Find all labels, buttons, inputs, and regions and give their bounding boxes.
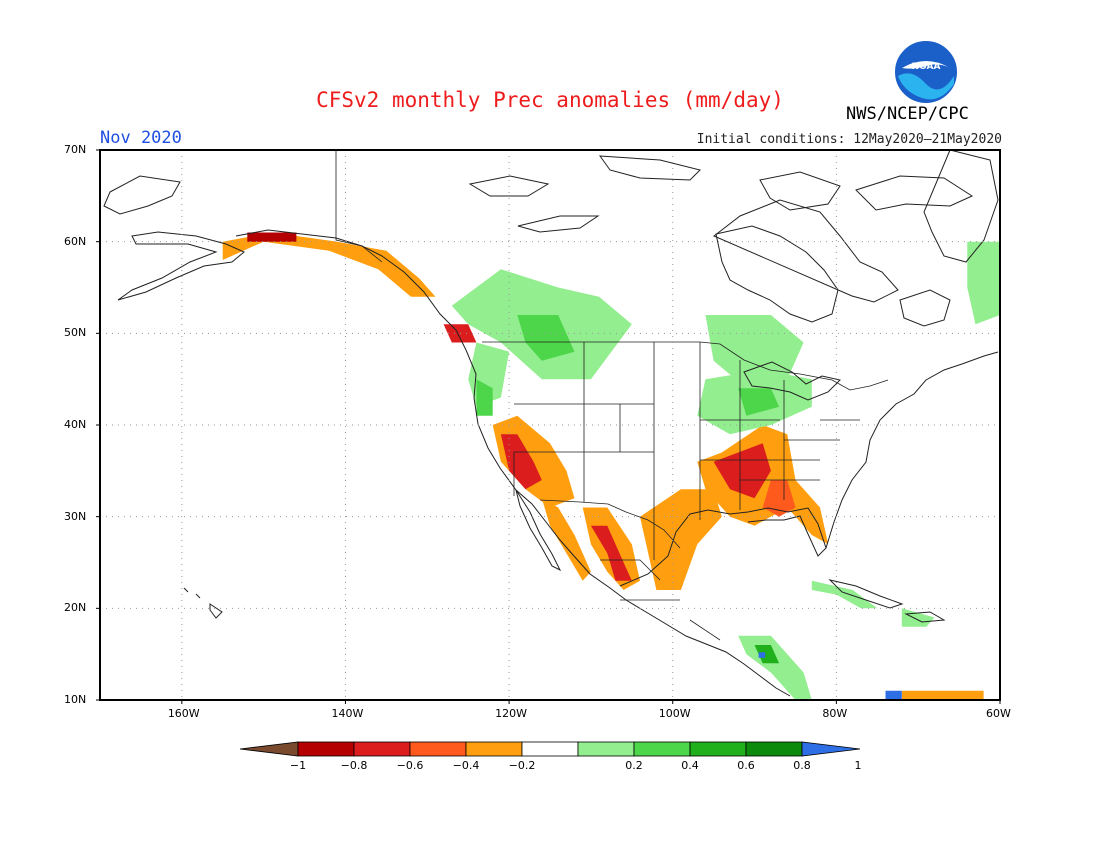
colorbar-segment xyxy=(577,741,635,757)
anomaly-southeast-core xyxy=(762,480,796,517)
alaska-canada-border xyxy=(335,150,383,263)
colorbar-label: −0.4 xyxy=(452,759,480,772)
colorbar-segment xyxy=(633,741,691,757)
lat-label: 10N xyxy=(64,693,87,706)
anomaly-california-core xyxy=(500,434,542,490)
lon-label: 120W xyxy=(495,707,527,720)
atlantic-coast xyxy=(825,351,999,549)
anomaly-canada-wet-core xyxy=(517,315,575,361)
colorbar-label: −0.8 xyxy=(340,759,368,772)
arctic-islands xyxy=(468,155,974,303)
colorbar-segment xyxy=(521,741,579,757)
anomaly-alaska-south-core xyxy=(247,232,297,242)
coastlines xyxy=(103,149,999,697)
anomaly-central-america-blue xyxy=(758,652,766,658)
cuba xyxy=(828,579,904,609)
mexico-states xyxy=(600,559,721,641)
anomaly-layer xyxy=(222,232,1000,700)
graticule xyxy=(100,150,1000,700)
baja-coast xyxy=(515,489,562,572)
lon-label: 160W xyxy=(167,707,200,720)
lat-label: 60N xyxy=(64,234,87,248)
anomaly-great-lakes-core xyxy=(738,388,780,416)
colorbar-segment xyxy=(465,741,523,757)
anomaly-texas-dry xyxy=(640,489,722,590)
lat-label: 30N xyxy=(64,509,87,523)
anomaly-baja-dry xyxy=(541,498,591,581)
anomaly-mexico-west-core xyxy=(590,525,632,581)
colorbar-segment xyxy=(409,741,467,757)
colorbar-label: −0.2 xyxy=(508,759,536,772)
lon-label: 80W xyxy=(822,707,848,720)
colorbar-arrow-right xyxy=(801,741,861,757)
lon-label: 140W xyxy=(331,707,364,720)
forecast-month: Nov 2020 xyxy=(100,128,182,148)
gulf-coast xyxy=(619,507,827,587)
anomaly-venezuela-dry xyxy=(901,690,984,700)
lon-label: 100W xyxy=(658,707,691,720)
lat-label: 40N xyxy=(64,418,87,431)
anomaly-central-america-core xyxy=(754,645,780,664)
lat-label: 70N xyxy=(64,143,87,156)
greenland-labrador xyxy=(899,149,999,327)
anomaly-canada-east-wet xyxy=(967,241,1000,325)
chart-title: CFSv2 monthly Prec anomalies (mm/day) xyxy=(316,88,784,112)
colorbar-segment xyxy=(353,741,411,757)
state-lines xyxy=(513,342,860,560)
colorbar-label: 0.6 xyxy=(737,759,755,772)
great-lakes xyxy=(743,361,841,401)
colorbar-arrow-left xyxy=(239,741,299,757)
hudson-bay xyxy=(715,225,839,323)
us-canada-border xyxy=(482,341,889,391)
colorbar-label: −0.6 xyxy=(396,759,424,772)
colorbar xyxy=(239,741,861,757)
anomaly-central-america-wet xyxy=(738,635,812,700)
hispaniola xyxy=(904,611,946,623)
initial-conditions: Initial conditions: 12May2020—21May2020 xyxy=(696,132,1002,147)
agency-label: NWS/NCEP/CPC xyxy=(846,104,969,124)
noaa-logo: NOAA xyxy=(893,39,959,105)
lon-label: 60W xyxy=(986,707,1011,720)
axis-ticks xyxy=(96,149,1001,704)
colorbar-label: −1 xyxy=(289,759,307,772)
alaska-coast xyxy=(103,175,245,301)
anomaly-pacific-nw-core xyxy=(476,379,493,416)
us-mexico-border xyxy=(539,499,681,549)
colorbar-label: 0.8 xyxy=(793,759,811,772)
anomaly-cuba-wet xyxy=(811,580,878,609)
hawaii xyxy=(183,587,223,619)
colorbar-label: 0.2 xyxy=(625,759,643,772)
colorbar-segment xyxy=(689,741,747,757)
anomaly-venezuela-blue xyxy=(885,690,902,700)
anomaly-alaska-south-dry xyxy=(222,232,436,297)
lat-label: 50N xyxy=(64,326,87,340)
anomaly-midsouth-core xyxy=(713,443,771,499)
lat-label: 20N xyxy=(64,601,87,615)
noaa-logo-text: NOAA xyxy=(912,62,941,72)
political-borders xyxy=(335,150,889,641)
colorbar-segment xyxy=(745,741,803,757)
colorbar-segment xyxy=(297,741,355,757)
colorbar-label: 0.4 xyxy=(681,759,699,772)
colorbar-label: 1 xyxy=(854,759,862,772)
